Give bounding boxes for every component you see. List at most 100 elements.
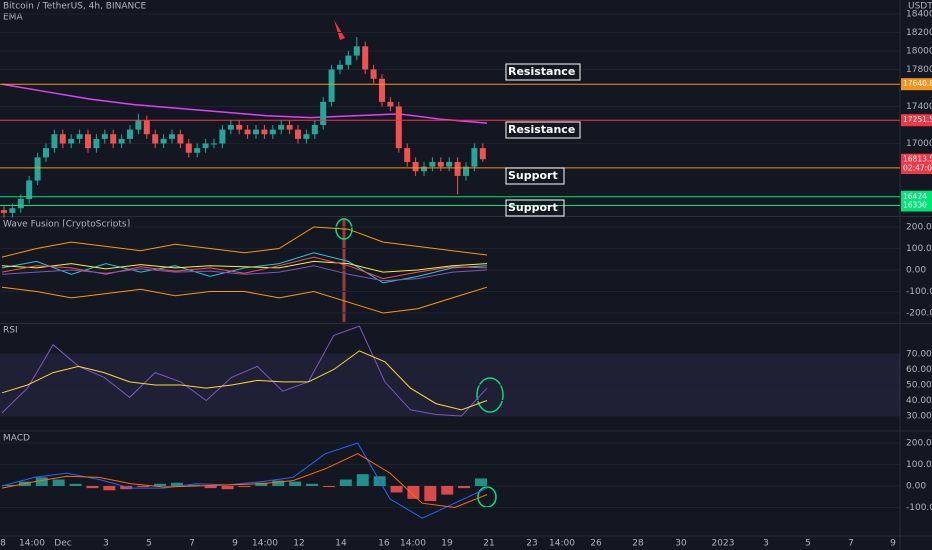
candle-body — [370, 69, 377, 79]
x-tick-label: 30 — [675, 539, 687, 549]
ema-line — [1, 83, 488, 124]
histogram-bar — [221, 485, 234, 490]
candle-body — [404, 148, 411, 162]
x-tick-label: 5 — [805, 539, 811, 549]
x-tick-label: 28 — [632, 539, 644, 549]
series-line — [1, 286, 488, 314]
candle-body — [85, 134, 91, 149]
indicator-label: EMA — [3, 13, 23, 23]
candle-body — [479, 148, 486, 160]
pane-title: MACD — [3, 434, 30, 444]
candle-body — [76, 134, 83, 139]
series-line — [1, 265, 488, 282]
histogram-bar — [204, 485, 217, 489]
candle-body — [463, 166, 469, 176]
y-tick-label: 200.00 — [906, 438, 932, 448]
histogram-bar — [103, 485, 116, 491]
chart-title: Bitcoin / TetherUS, 4h, BINANCE — [3, 2, 147, 12]
candle-body — [328, 69, 335, 102]
y-tick-label: 60.00 — [906, 365, 932, 375]
candle-body — [437, 161, 444, 167]
candle-body — [379, 78, 385, 102]
histogram-bar — [289, 481, 302, 486]
candle-body — [110, 134, 117, 144]
histogram-bar — [35, 477, 48, 486]
pane-title: Wave Fusion [CryptoScripts] — [3, 220, 130, 230]
candle-body — [395, 106, 402, 149]
histogram-bar — [255, 482, 268, 486]
candle-body — [337, 64, 343, 70]
y-tick-label: 0.00 — [906, 266, 926, 276]
candle-body — [362, 46, 369, 70]
candle-body — [227, 124, 234, 130]
candle-body — [320, 101, 327, 125]
y-tick-label: 50.00 — [906, 381, 932, 391]
y-tick-label: -100.00 — [906, 287, 932, 297]
x-tick-label: 19 — [441, 539, 453, 549]
candle-body — [202, 143, 209, 149]
annotation: Support — [508, 169, 558, 182]
x-tick-label: 8 — [0, 539, 6, 549]
candle-body — [253, 129, 259, 135]
histogram-bar — [86, 485, 99, 489]
y-tick-label: 100.00 — [906, 244, 932, 254]
series-line — [1, 325, 488, 417]
candle-body — [261, 129, 268, 135]
y-tick-label: 17800.00 — [906, 65, 932, 75]
annotation-box — [505, 63, 581, 81]
y-tick-label: 200.00 — [906, 223, 932, 233]
y-tick-label: 100.00 — [906, 460, 932, 470]
histogram-bar — [339, 479, 352, 486]
last-price-bg — [901, 153, 932, 174]
candle-body — [34, 157, 41, 181]
y-tick-label: -100.00 — [906, 503, 932, 513]
x-tick-label: 2023 — [712, 539, 735, 549]
histogram-bar — [272, 480, 285, 486]
series-line — [1, 350, 488, 411]
y-tick-label: 18000.00 — [906, 46, 932, 56]
candle-body — [412, 161, 419, 172]
price-label-bg — [901, 78, 932, 91]
x-tick-label: 14 — [335, 539, 347, 549]
y-tick-label: 30.00 — [906, 412, 932, 422]
histogram-bar — [458, 485, 471, 489]
price-label: 17640.87 — [903, 79, 932, 88]
highlight-circle — [335, 218, 353, 240]
candle-body — [101, 134, 108, 139]
candle-body — [1, 210, 7, 213]
candle-body — [17, 198, 24, 209]
annotation-box — [505, 121, 581, 139]
candle-body — [160, 138, 167, 144]
candle-body — [244, 129, 251, 135]
candle-body — [43, 148, 49, 158]
histogram-bar — [69, 483, 82, 486]
candle-body — [135, 120, 142, 130]
histogram-bar — [390, 485, 403, 493]
candle-body — [236, 124, 243, 130]
x-tick-label: 7 — [189, 539, 195, 549]
candle-body — [311, 124, 318, 135]
x-tick-label: 5 — [146, 539, 152, 549]
candle-body — [429, 161, 436, 167]
candle-body — [26, 180, 33, 199]
histogram-bar — [441, 485, 454, 495]
candle-body — [219, 129, 226, 144]
countdown: 02:47:00 — [903, 164, 932, 173]
y-tick-label: 17000.00 — [906, 139, 932, 149]
candle-body — [185, 143, 192, 153]
candle-body — [345, 55, 352, 65]
x-tick-label: 14:00 — [252, 539, 278, 549]
candle-body — [177, 134, 184, 144]
candle-body — [303, 134, 310, 139]
price-label: 17251.59 — [903, 115, 932, 124]
series-line — [1, 256, 488, 280]
x-tick-label: Dec — [54, 539, 71, 549]
series-line — [1, 453, 488, 509]
x-tick-label: 26 — [590, 539, 602, 549]
last-price: 16813.56 — [903, 155, 932, 164]
histogram-bar — [475, 478, 487, 486]
price-label-bg — [901, 199, 932, 212]
annotation: Support — [508, 201, 558, 214]
